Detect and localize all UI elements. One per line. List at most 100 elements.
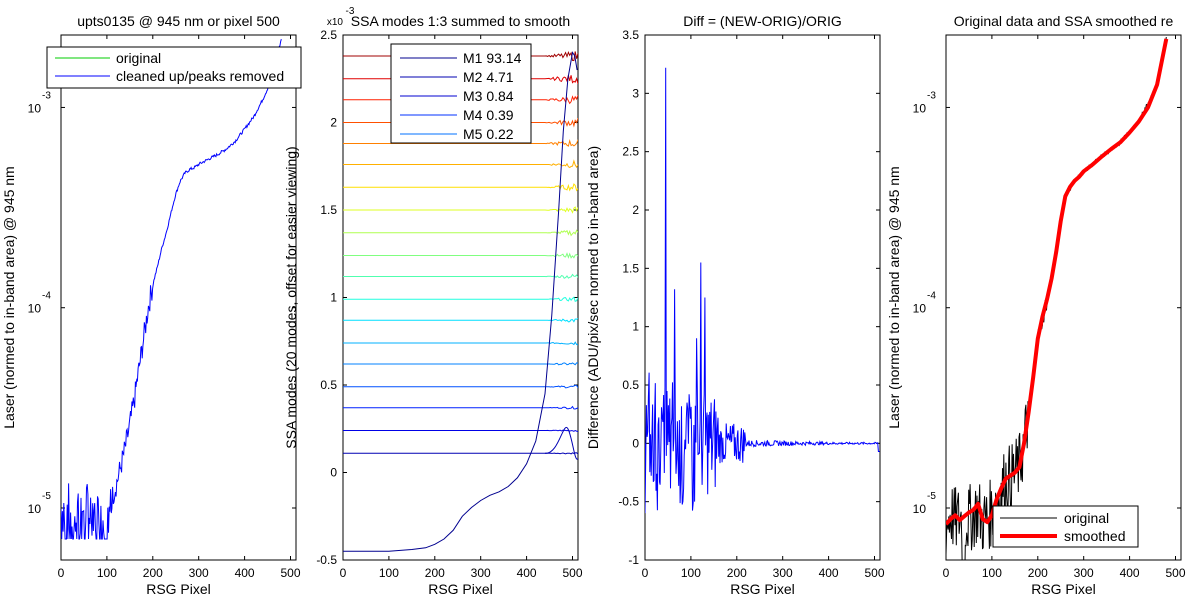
x-tick-label: 0 [642,566,649,580]
x-axis-label: RSG Pixel [428,581,493,597]
mode-line [343,273,578,279]
mode-line [343,429,578,433]
mode-line [343,117,578,128]
chart-title: SSA modes 1:3 summed to smooth [351,13,570,29]
y-tick-label: 0.5 [320,378,337,392]
y-tick-label: 10 [28,101,42,115]
legend-label: M4 0.39 [463,107,514,123]
plot-area [945,34,1182,561]
mode-line [343,159,578,169]
x-tick-label: 200 [1028,566,1048,580]
x-tick-label: 100 [379,566,399,580]
y-tick-label: 0 [632,436,639,450]
x-tick-label: 100 [97,566,117,580]
y-tick-label: 10 [28,502,42,516]
x-tick-label: 0 [58,566,65,580]
x-tick-label: 500 [562,566,582,580]
mode-line [343,341,578,346]
mode-line [343,95,578,105]
mode-line [343,384,578,389]
x-axis-label: RSG Pixel [146,581,211,597]
mode-line [343,75,578,85]
series-cleaned-line [61,38,282,540]
y-axis-label: Laser (normed to in-band area) @ 945 nm [886,166,902,428]
y-tick-label: 3.5 [622,28,639,42]
x-tick-label: 400 [819,566,839,580]
x-tick-label: 500 [1165,566,1185,580]
mode-line [343,229,578,237]
legend-box [992,505,1139,548]
x-tick-label: 500 [280,566,300,580]
x-tick-label: 0 [943,566,950,580]
legend-label-cleaned: cleaned up/peaks removed [116,68,284,84]
y-tick-label: 2.5 [622,145,639,159]
chart-title: Original data and SSA smoothed re [954,13,1174,29]
x-tick-label: 400 [517,566,537,580]
legend-label: M1 93.14 [463,50,522,66]
legend-box [390,43,532,144]
mode-1-line [343,51,578,552]
y-tick-exponent: -4 [42,291,51,302]
axis-exponent-base: x10 [327,17,344,28]
legend: M1 93.14 M2 4.71 M3 0.84 M4 0.39 M5 0.22 [390,43,532,144]
y-tick-label: 1 [330,291,337,305]
legend-label: M2 4.71 [463,69,514,85]
legend-label: M3 0.84 [463,88,514,104]
x-tick-label: 200 [143,566,163,580]
y-tick-label: 0.5 [622,378,639,392]
x-tick-label: 300 [1074,566,1094,580]
series-smoothed-line [946,38,1169,526]
y-tick-exponent: -3 [42,90,51,101]
y-tick-label: 10 [913,101,927,115]
mode-line [343,252,578,259]
x-tick-label: 500 [864,566,884,580]
legend-label: M5 0.22 [463,126,514,142]
plot-area [60,34,297,561]
y-axis-label: Laser (normed to in-band area) @ 945 nm [1,166,17,428]
y-tick-exponent: -5 [927,491,936,502]
x-tick-label: 300 [471,566,491,580]
mode-2-line [544,426,578,460]
mode-line [343,139,578,147]
y-tick-label: -1 [628,553,639,567]
y-tick-label: 2 [330,116,337,130]
axis-exponent: -3 [346,6,355,17]
legend-box [46,46,302,89]
y-tick-label: 3 [632,86,639,100]
x-tick-label: 300 [773,566,793,580]
y-tick-exponent: -5 [42,491,51,502]
legend-label-original: original [1064,510,1109,526]
panel-3: 0 100 200 300 400 500 -1 -0.5 0 0.5 1 1.5 2 2.5 3 3.5 Di… [585,13,885,597]
mode-line [343,296,578,302]
x-tick-label: 200 [727,566,747,580]
y-tick-label: -0.5 [618,495,639,509]
x-tick-label: 100 [681,566,701,580]
y-tick-label: 1.5 [320,203,337,217]
y-tick-label: 1.5 [622,261,639,275]
legend-label-original: original [116,50,161,66]
legend: original smoothed [992,505,1139,548]
y-tick-label: 2.5 [320,28,337,42]
x-tick-label: 0 [340,566,347,580]
chart-title: upts0135 @ 945 nm or pixel 500 [77,13,280,29]
x-tick-label: 100 [982,566,1002,580]
diff-line [645,67,880,514]
y-tick-exponent: -3 [927,90,936,101]
legend: original cleaned up/peaks removed [46,46,302,89]
chart-title: Diff = (NEW-ORIG)/ORIG [683,13,842,29]
y-tick-label: 10 [913,302,927,316]
x-tick-label: 400 [235,566,255,580]
x-tick-label: 300 [189,566,209,580]
y-tick-label: 0 [330,466,337,480]
y-tick-label: 2 [632,203,639,217]
y-axis-label: SSA modes (20 modes, offset for easier v… [283,146,299,448]
x-axis-label: RSG Pixel [730,581,795,597]
y-tick-label: 10 [913,502,927,516]
y-tick-exponent: -4 [927,291,936,302]
mode-line [343,362,578,366]
x-axis-label: RSG Pixel [1031,581,1096,597]
